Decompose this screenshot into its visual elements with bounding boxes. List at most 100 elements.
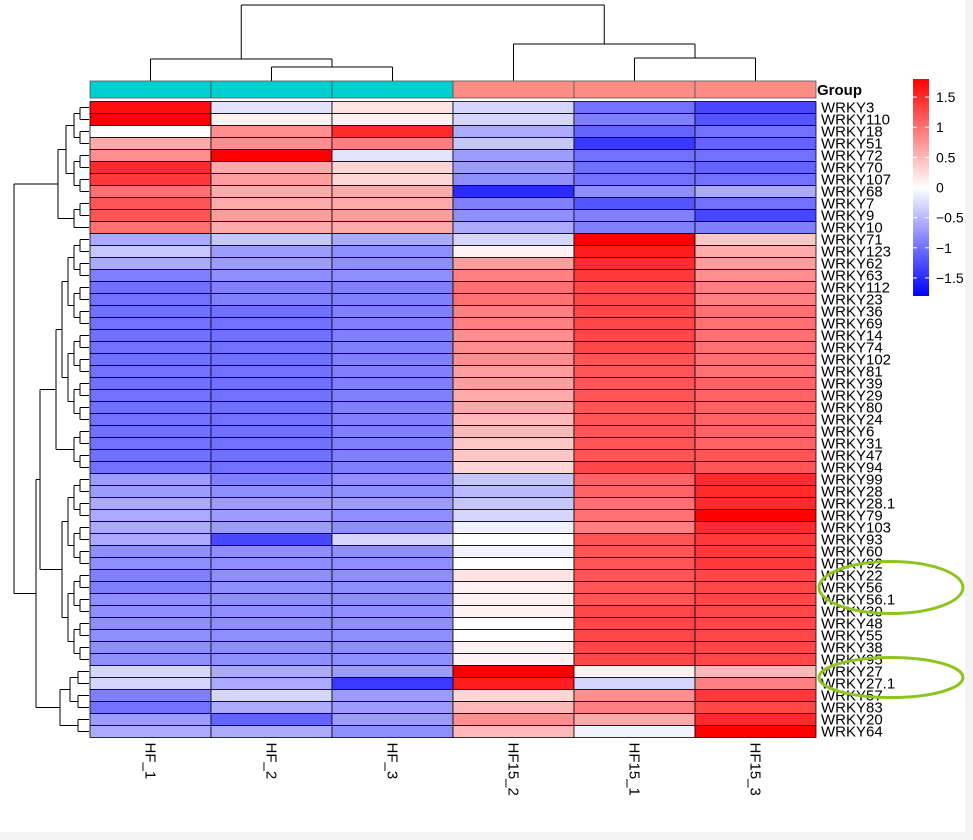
heatmap-cell <box>331 653 454 666</box>
heatmap-cell <box>89 365 212 378</box>
row-label: WRKY92 <box>821 556 883 573</box>
heatmap-cell <box>694 245 817 258</box>
heatmap-cell <box>331 437 454 450</box>
heatmap-cell <box>694 413 817 426</box>
row-label: WRKY103 <box>821 520 891 537</box>
heatmap-cell <box>210 533 333 546</box>
row-label: WRKY83 <box>821 700 883 717</box>
heatmap-cell <box>89 569 212 582</box>
heatmap-cell <box>89 713 212 726</box>
highlight-ellipse <box>817 656 965 699</box>
heatmap-cell <box>331 569 454 582</box>
heatmap-cell <box>331 101 454 114</box>
heatmap-cell <box>452 545 575 558</box>
heatmap-cell <box>694 401 817 414</box>
heatmap-cell <box>89 173 212 186</box>
heatmap-cell <box>210 689 333 702</box>
row-dendrogram <box>13 107 89 732</box>
heatmap-cell <box>573 653 696 666</box>
heatmap-cell <box>210 341 333 354</box>
heatmap-cell <box>694 689 817 702</box>
heatmap-cell <box>331 605 454 618</box>
heatmap-cell <box>331 353 454 366</box>
heatmap-cell <box>89 425 212 438</box>
heatmap-cell <box>210 389 333 402</box>
heatmap-cell <box>573 677 696 690</box>
group-annotation-cell <box>573 80 696 99</box>
heatmap-cell <box>694 641 817 654</box>
legend-tick-label: −1.5 <box>936 270 964 286</box>
heatmap-cell <box>331 701 454 714</box>
row-label: WRKY55 <box>821 628 883 645</box>
heatmap-cell <box>452 569 575 582</box>
heatmap-cell <box>573 197 696 210</box>
heatmap-cell <box>331 329 454 342</box>
heatmap-cell <box>89 701 212 714</box>
heatmap-cell <box>452 281 575 294</box>
heatmap-cell <box>694 725 817 738</box>
heatmap-cell <box>694 113 817 126</box>
heatmap-cell <box>694 581 817 594</box>
heatmap-cell <box>89 461 212 474</box>
color-scale-legend: 1.5 1 0.5 0 −0.5 −1 −1.5 <box>913 79 964 296</box>
heatmap-cell <box>452 533 575 546</box>
row-label: WRKY72 <box>821 148 883 165</box>
heatmap-cell <box>89 605 212 618</box>
heatmap-cell <box>210 497 333 510</box>
heatmap-cell <box>331 689 454 702</box>
heatmap-cell <box>331 713 454 726</box>
heatmap-cell <box>694 257 817 270</box>
heatmap-cell <box>331 161 454 174</box>
heatmap-cell <box>694 269 817 282</box>
heatmap-cell <box>331 281 454 294</box>
heatmap-cell <box>89 509 212 522</box>
heatmap-cell <box>452 713 575 726</box>
row-label: WRKY63 <box>821 268 883 285</box>
heatmap-cell <box>89 101 212 114</box>
heatmap-cell <box>210 317 333 330</box>
heatmap-cell <box>694 365 817 378</box>
heatmap-cell <box>210 581 333 594</box>
heatmap-cell <box>573 425 696 438</box>
heatmap-cell <box>210 593 333 606</box>
heatmap-cell <box>573 545 696 558</box>
legend-tick-label: 1.5 <box>936 89 956 105</box>
heatmap-cell <box>452 461 575 474</box>
heatmap-cell <box>89 677 212 690</box>
row-label: WRKY31 <box>821 436 883 453</box>
heatmap-cell <box>210 401 333 414</box>
heatmap-cell <box>694 281 817 294</box>
heatmap-cell <box>452 317 575 330</box>
heatmap-cell <box>210 197 333 210</box>
heatmap-cell <box>89 245 212 258</box>
heatmap-cell <box>210 713 333 726</box>
heatmap-cell <box>452 305 575 318</box>
heatmap-cell <box>573 341 696 354</box>
legend-tick-label: 1 <box>936 119 944 135</box>
heatmap-cell <box>331 113 454 126</box>
heatmap-cell <box>573 725 696 738</box>
heatmap-cell <box>331 125 454 138</box>
heatmap-cell <box>694 437 817 450</box>
heatmap-cell <box>210 185 333 198</box>
heatmap-cell <box>210 653 333 666</box>
row-label: WRKY79 <box>821 508 883 525</box>
heatmap-cell <box>694 509 817 522</box>
heatmap-cell <box>210 281 333 294</box>
heatmap-cell <box>573 521 696 534</box>
heatmap-cell <box>452 521 575 534</box>
heatmap-cell <box>331 473 454 486</box>
heatmap-cell <box>573 233 696 246</box>
row-label: WRKY94 <box>821 460 883 477</box>
heatmap-cell <box>452 125 575 138</box>
heatmap-cell <box>331 257 454 270</box>
heatmap-cell <box>452 413 575 426</box>
heatmap-cell <box>452 341 575 354</box>
heatmap-cell <box>210 113 333 126</box>
heatmap-cell <box>210 545 333 558</box>
row-label: WRKY9 <box>821 208 874 225</box>
heatmap-cell <box>452 557 575 570</box>
heatmap-cell <box>89 341 212 354</box>
heatmap-cell <box>452 113 575 126</box>
row-label: WRKY62 <box>821 256 883 273</box>
